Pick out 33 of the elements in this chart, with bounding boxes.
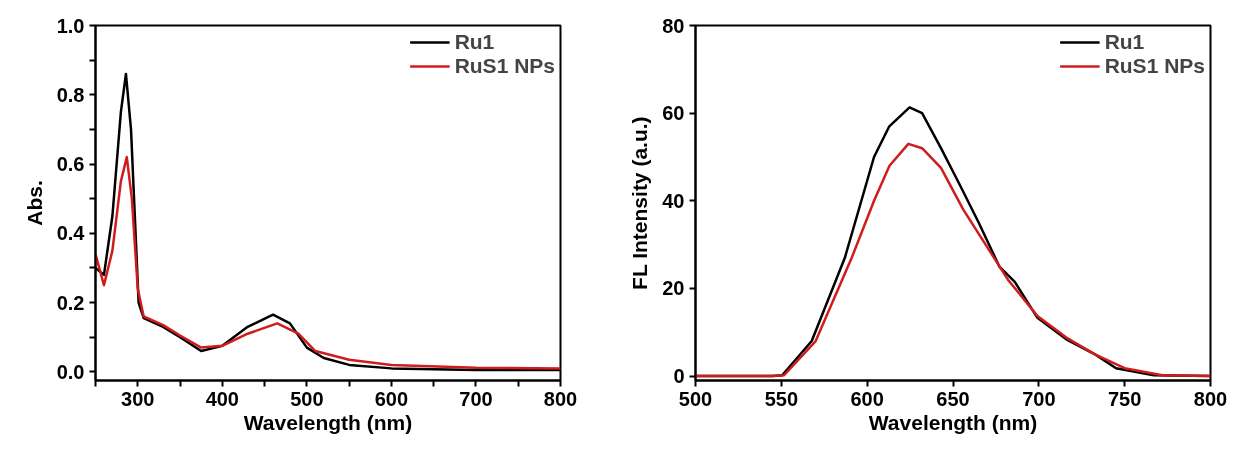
x-tick-label: 400 (205, 387, 240, 410)
legend-label: RuS1 NPs (1104, 54, 1205, 78)
x-tick-label: 500 (290, 387, 324, 410)
y-tick-label: 0.8 (56, 83, 85, 106)
x-tick-label: 650 (936, 387, 970, 410)
x-tick-label: 800 (543, 387, 578, 410)
y-axis-title: FL Intensity (a.u.) (628, 116, 652, 290)
x-tick-label: 550 (764, 387, 799, 410)
y-tick-label: 60 (662, 102, 685, 125)
y-tick-label: 0.4 (56, 222, 86, 245)
y-tick-label: 40 (662, 189, 685, 212)
x-tick-label: 700 (459, 387, 493, 410)
legend-label: Ru1 (454, 30, 495, 54)
legend-label: Ru1 (1104, 30, 1145, 54)
x-tick-label: 600 (374, 387, 409, 410)
line-series (95, 155, 561, 370)
x-tick-label: 300 (121, 387, 155, 410)
x-tick-label: 800 (1193, 387, 1228, 410)
y-tick-label: 0.6 (56, 153, 85, 176)
x-tick-label: 750 (1107, 387, 1142, 410)
y-tick-label: 80 (662, 14, 685, 37)
legend-label: RuS1 NPs (454, 54, 555, 78)
x-axis-title: Wavelength (nm) (243, 410, 413, 434)
y-axis-title: Abs. (22, 180, 46, 226)
y-tick-label: 0 (673, 365, 685, 388)
text: 0.0 (56, 360, 85, 383)
x-tick-label: 500 (678, 387, 713, 410)
y-tick-label: 0.2 (56, 291, 85, 314)
x-tick-label: 600 (850, 387, 884, 410)
x-tick-label: 700 (1022, 387, 1056, 410)
x-axis-title: Wavelength (nm) (868, 410, 1038, 434)
text: 1.0 (56, 14, 85, 37)
y-tick-label: 20 (662, 277, 685, 300)
